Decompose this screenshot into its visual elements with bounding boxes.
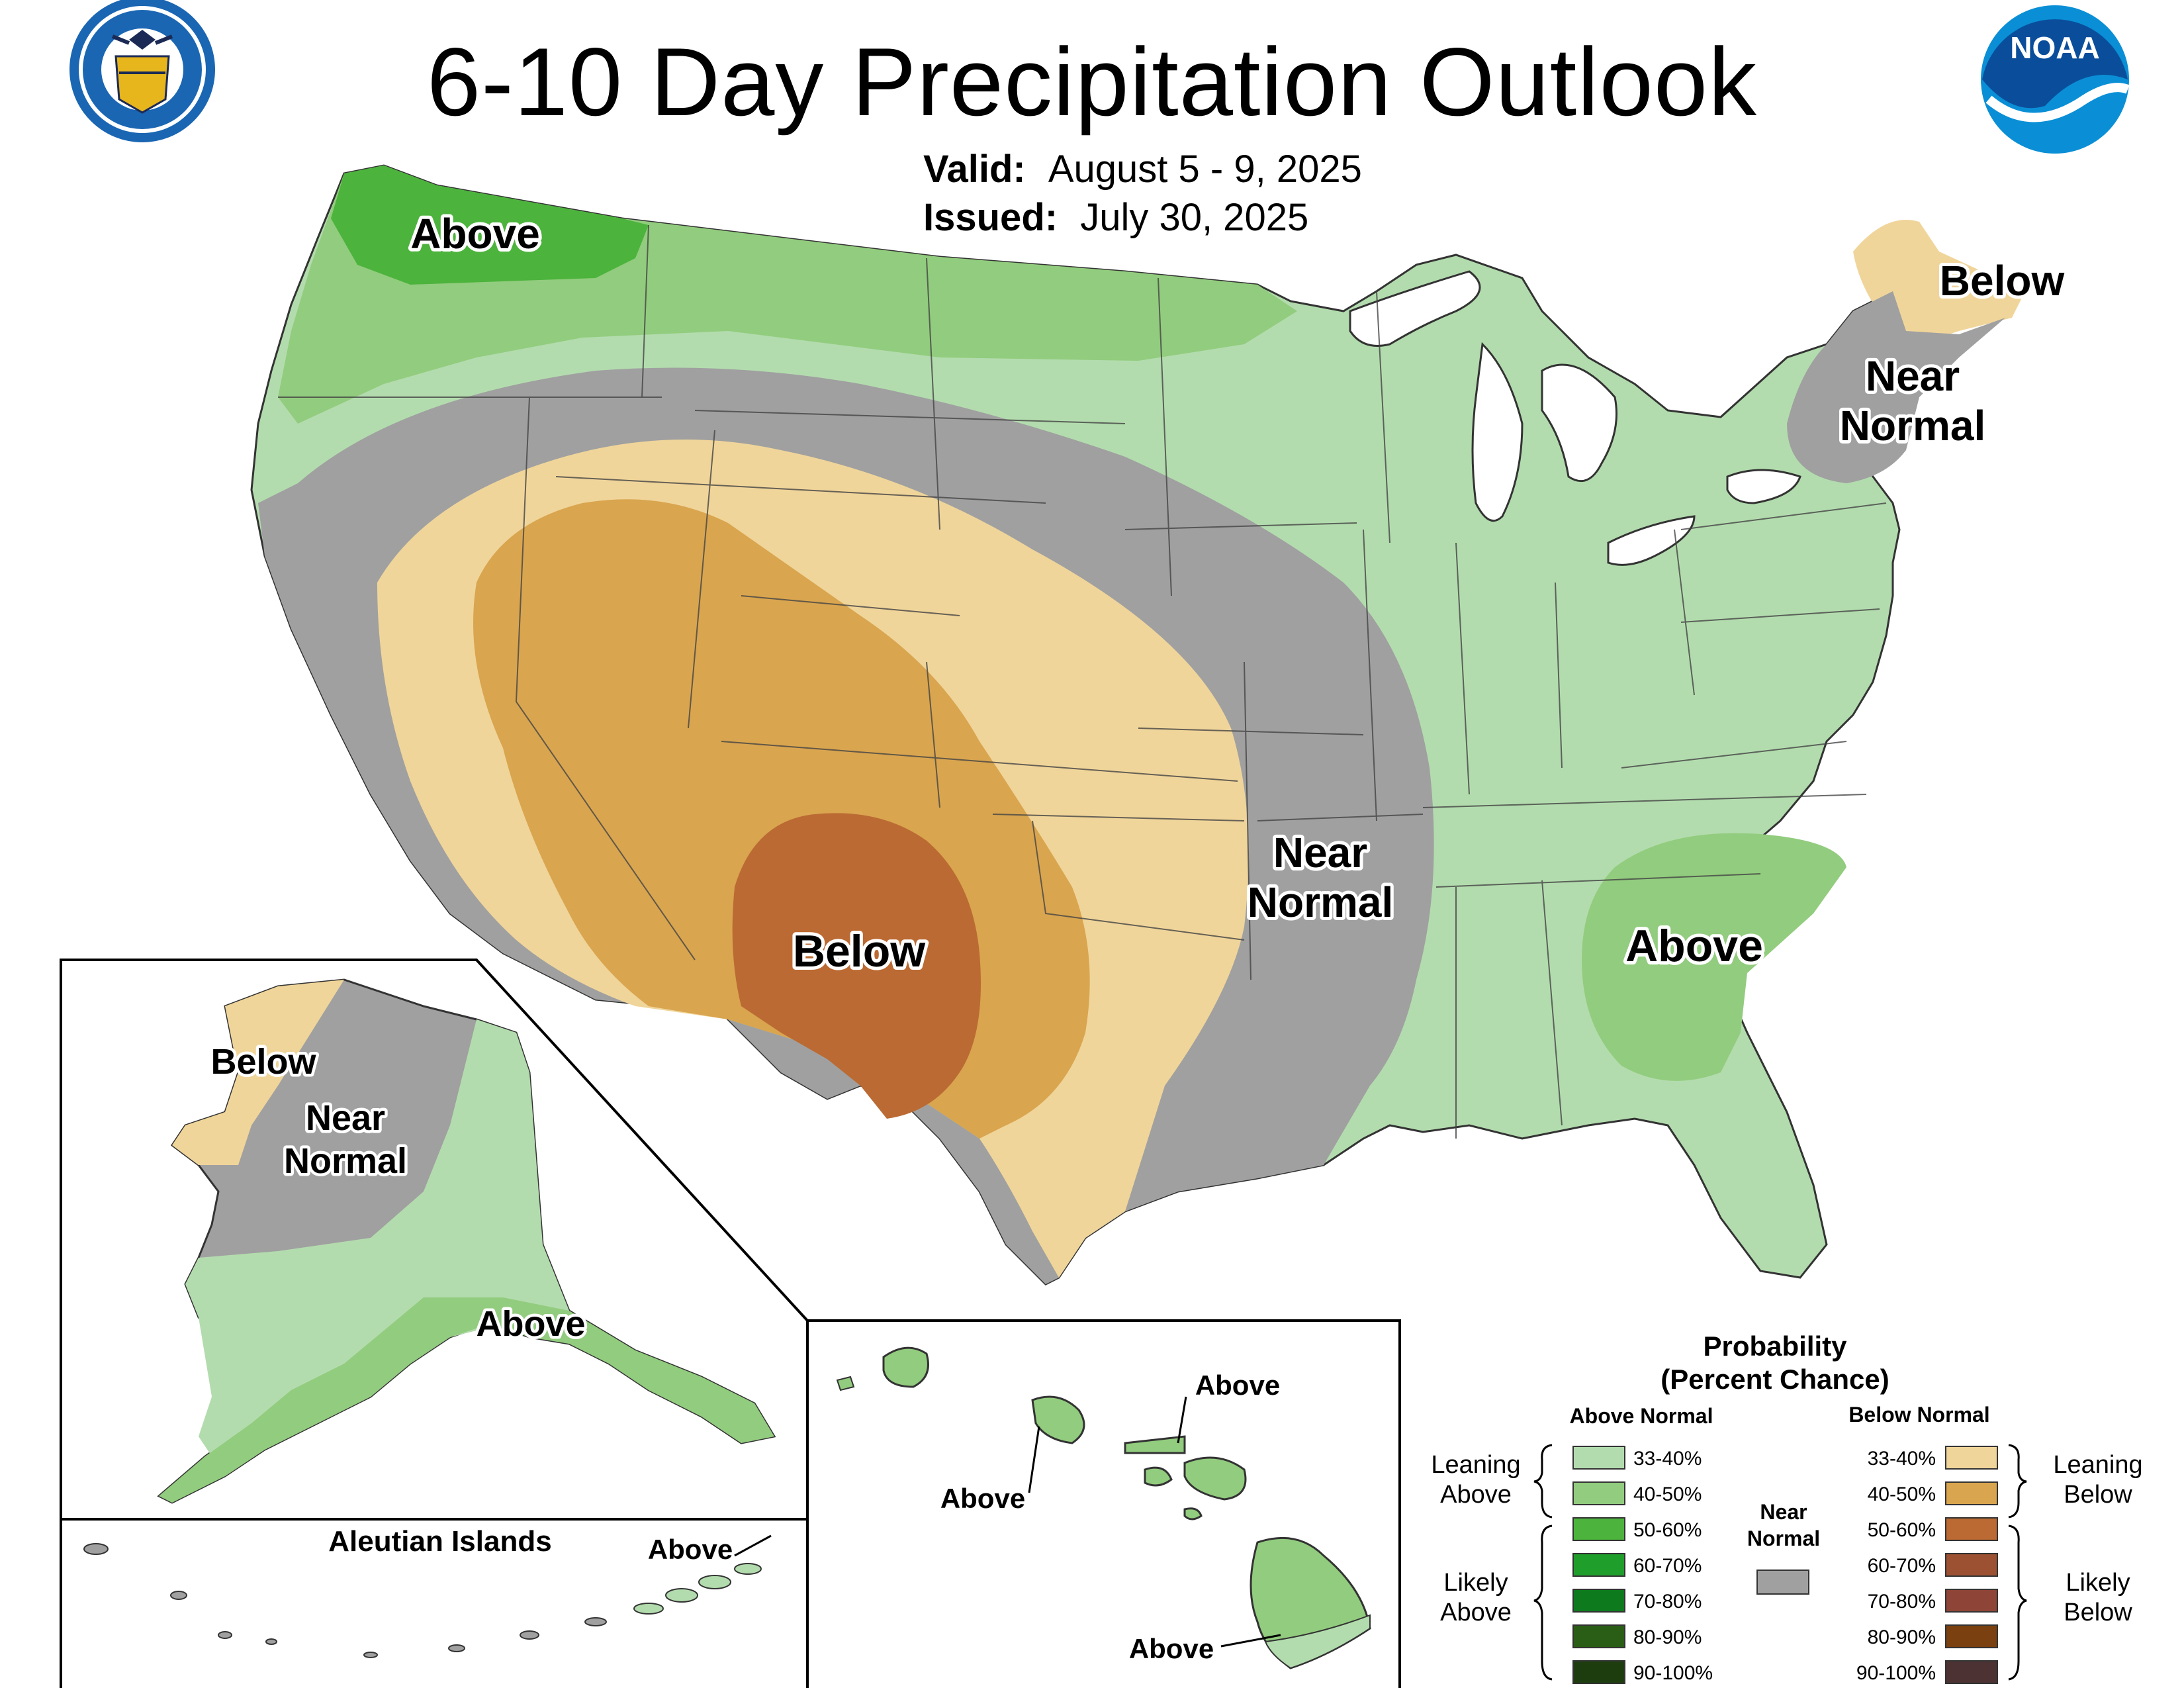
- above-legend-range-label: 40-50%: [1633, 1483, 1702, 1505]
- above-legend-swatch: [1572, 1624, 1625, 1648]
- above-legend-swatch: [1572, 1481, 1625, 1505]
- valid-value: August 5 - 9, 2025: [1048, 148, 1362, 191]
- above-legend-swatch: [1572, 1660, 1625, 1684]
- hawaii-above-label-3: Above: [1129, 1633, 1214, 1664]
- below-legend-swatch: [1945, 1660, 1998, 1684]
- molokai-island: [1124, 1435, 1186, 1454]
- hawaii-above-label-1: Above: [1195, 1370, 1280, 1401]
- likely-above-text-1: Likely: [1443, 1569, 1508, 1597]
- great-lakes: [1349, 270, 1801, 566]
- page-title: 6-10 Day Precipitation Outlook: [426, 28, 1758, 136]
- ne-near-label: Near: [1866, 352, 1960, 400]
- sw-below-50-zone: [732, 813, 981, 1119]
- near-normal-text-1: Near: [1760, 1500, 1807, 1524]
- above-legend-swatch: [1572, 1446, 1625, 1470]
- legend-above-header: Above Normal: [1570, 1404, 1713, 1428]
- legend: Probability (Percent Chance) Above Norma…: [1431, 1331, 2143, 1684]
- aleutian-inset: [60, 1518, 809, 1688]
- above-legend-range-label: 50-60%: [1633, 1519, 1702, 1541]
- below-legend-range-label: 60-70%: [1868, 1555, 1936, 1577]
- kahoolawe-island: [1183, 1507, 1203, 1521]
- below-legend-swatch: [1945, 1517, 1998, 1541]
- likely-below-text-2: Below: [2064, 1599, 2132, 1626]
- alaska-normal-label: Normal: [284, 1141, 407, 1181]
- alaska-inset: [60, 959, 809, 1521]
- alaska-above-label: Above: [476, 1304, 585, 1344]
- alaska-lean-below-zone: [172, 980, 344, 1165]
- above-swatch-list: 33-40% 40-50% 50-60% 60-70% 70-80% 80-90% 90-1…: [1572, 1446, 1713, 1684]
- hawaii-inset: [806, 1319, 1401, 1688]
- alaska-lean-above-zone: [185, 1019, 569, 1476]
- below-legend-range-label: 33-40%: [1868, 1448, 1936, 1470]
- valid-label: Valid:: [923, 148, 1026, 191]
- alaska-near-label: Near: [306, 1098, 385, 1138]
- se-above-40-zone: [1582, 833, 1846, 1081]
- below-legend-range-label: 70-80%: [1868, 1591, 1936, 1613]
- lanai-island: [1144, 1466, 1173, 1487]
- leaning-below-brace: [2008, 1444, 2027, 1519]
- ne-near-normal-zone: [1787, 291, 2005, 483]
- above-legend-range-label: 70-80%: [1633, 1591, 1702, 1613]
- issued-label: Issued:: [923, 196, 1058, 239]
- central-normal-label: Normal: [1248, 878, 1394, 926]
- likely-below-text-1: Likely: [2066, 1569, 2130, 1597]
- likely-below-brace: [2008, 1524, 2027, 1681]
- below-legend-swatch: [1945, 1624, 1998, 1648]
- leaning-below-text-1: Leaning: [2053, 1451, 2142, 1479]
- oahu-island: [1031, 1395, 1085, 1444]
- above-legend-range-label: 33-40%: [1633, 1448, 1702, 1470]
- nw-above-50-zone: [331, 165, 649, 285]
- aleutian-above-label: Above: [648, 1534, 733, 1565]
- leaning-above-text-2: Above: [1440, 1481, 1512, 1509]
- legend-title-2: (Percent Chance): [1661, 1364, 1889, 1395]
- nw-above-label: Above: [410, 210, 540, 258]
- above-legend-range-label: 60-70%: [1633, 1555, 1702, 1577]
- ne-below-label: Below: [1940, 257, 2065, 305]
- alaska-below-label: Below: [210, 1042, 316, 1082]
- above-legend-range-label: 80-90%: [1633, 1626, 1702, 1648]
- above-legend-swatch: [1572, 1553, 1625, 1577]
- issued-line: Issued: July 30, 2025: [923, 195, 1308, 240]
- leaning-below-text-2: Below: [2064, 1481, 2132, 1509]
- legend-title-1: Probability: [1703, 1331, 1847, 1362]
- issued-value: July 30, 2025: [1080, 196, 1309, 239]
- valid-line: Valid: August 5 - 9, 2025: [923, 147, 1362, 191]
- below-legend-swatch: [1945, 1553, 1998, 1577]
- conus-map: [250, 164, 2025, 1286]
- likely-above-brace: [1533, 1524, 1553, 1681]
- below-legend-range-label: 50-60%: [1868, 1519, 1936, 1541]
- near-normal-swatch: [1756, 1570, 1809, 1595]
- noaa-logo-text: NOAA: [2010, 30, 2099, 65]
- below-legend-swatch: [1945, 1481, 1998, 1505]
- ne-normal-label: Normal: [1840, 402, 1986, 449]
- above-legend-swatch: [1572, 1517, 1625, 1541]
- above-legend-range-label: 90-100%: [1633, 1662, 1713, 1684]
- below-legend-swatch: [1945, 1446, 1998, 1470]
- commerce-seal-logo: [69, 0, 215, 142]
- below-legend-range-label: 90-100%: [1856, 1662, 1936, 1684]
- alaska-above-40-zone: [159, 1297, 774, 1503]
- central-near-label: Near: [1273, 829, 1367, 876]
- above-legend-swatch: [1572, 1589, 1625, 1613]
- se-above-label: Above: [1625, 921, 1763, 971]
- hawaii-above-label-2: Above: [940, 1483, 1025, 1514]
- leaning-above-text-1: Leaning: [1431, 1451, 1520, 1479]
- leaning-above-brace: [1533, 1444, 1553, 1519]
- kauai-island: [882, 1346, 929, 1388]
- legend-below-header: Below Normal: [1848, 1403, 1989, 1427]
- likely-above-text-2: Above: [1440, 1599, 1512, 1626]
- below-legend-swatch: [1945, 1589, 1998, 1613]
- state-borders: [278, 224, 1887, 1139]
- noaa-logo: NOAA: [1981, 5, 2130, 154]
- aleutian-title: Aleutian Islands: [328, 1525, 551, 1558]
- below-legend-range-label: 80-90%: [1868, 1626, 1936, 1648]
- below-legend-range-label: 40-50%: [1868, 1483, 1936, 1505]
- sw-below-label: Below: [793, 926, 926, 976]
- near-normal-text-2: Normal: [1747, 1526, 1820, 1550]
- maui-island: [1183, 1456, 1247, 1501]
- below-swatch-list: 33-40% 40-50% 50-60% 60-70% 70-80% 80-90% 90-1…: [1856, 1446, 1998, 1684]
